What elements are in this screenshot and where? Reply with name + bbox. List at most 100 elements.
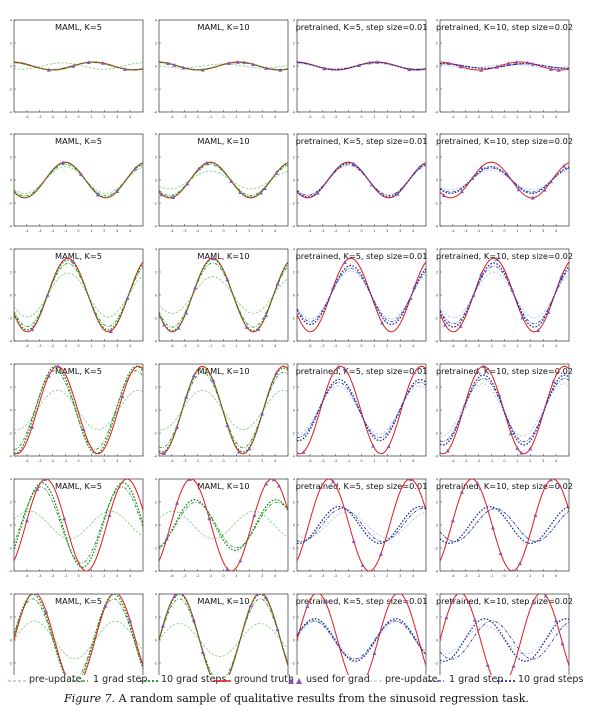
panel-title: MAML, K=5	[55, 366, 102, 376]
point-used-for-grad	[162, 451, 167, 455]
series-pre-update	[159, 276, 288, 314]
y-tick-label: 0	[436, 64, 439, 68]
point-used-for-grad	[204, 160, 209, 165]
x-tick-label: -4	[451, 115, 455, 119]
x-tick-label: -4	[308, 459, 312, 463]
plot-area	[297, 364, 426, 455]
panel-frame	[296, 593, 427, 675]
x-tick-label: -1	[209, 459, 213, 463]
point-used-for-grad	[133, 166, 138, 171]
point-used-for-grad	[395, 594, 400, 595]
y-tick-label: -4	[434, 454, 438, 458]
panel-frame	[296, 478, 427, 572]
y-tick-label: 0	[10, 408, 13, 412]
point-used-for-grad	[184, 310, 189, 315]
y-tick-label: 0	[293, 178, 296, 182]
figure-caption: Figure 7. A random sample of qualitative…	[0, 692, 593, 705]
point-used-for-grad	[271, 479, 276, 482]
point-used-for-grad	[252, 513, 257, 517]
x-tick-label: -2	[51, 459, 55, 463]
point-used-for-grad	[30, 425, 35, 429]
point-used-for-grad	[490, 525, 495, 530]
series-1-grad-step	[14, 598, 143, 675]
legend-item-ground-truth: ground truth	[213, 674, 295, 685]
x-tick-label: -2	[196, 115, 200, 119]
y-tick-label: 0	[155, 64, 158, 68]
x-tick-label: 4	[274, 459, 277, 463]
x-tick-label: -3	[183, 459, 187, 463]
x-tick-label: 4	[274, 229, 277, 233]
x-tick-label: -4	[170, 459, 174, 463]
y-tick-label: -4	[8, 454, 12, 458]
point-used-for-grad	[260, 411, 265, 416]
series-10-grad-steps	[297, 618, 426, 662]
plot-area	[159, 365, 288, 455]
point-used-for-grad	[511, 663, 516, 668]
point-used-for-grad	[536, 328, 541, 333]
point-used-for-grad	[238, 190, 243, 195]
point-used-for-grad	[520, 315, 525, 320]
series-10-grad-steps	[440, 374, 569, 446]
point-used-for-grad	[172, 62, 177, 67]
x-tick-label: 3	[261, 574, 263, 578]
x-tick-label: -3	[183, 115, 187, 119]
point-used-for-grad	[175, 500, 180, 505]
x-tick-label: -3	[464, 115, 468, 119]
point-used-for-grad	[33, 594, 38, 596]
x-tick-label: -3	[464, 344, 468, 348]
x-tick-label: -4	[451, 229, 455, 233]
y-tick-label: -2	[291, 316, 295, 320]
point-used-for-grad	[336, 364, 341, 369]
point-used-for-grad	[185, 181, 190, 186]
x-tick-label: 3	[261, 115, 263, 119]
x-tick-label: 4	[555, 459, 558, 463]
series-ground-truth	[14, 594, 143, 675]
series-pre-update	[159, 623, 288, 657]
point-used-for-grad	[159, 192, 164, 197]
point-used-for-grad	[176, 325, 181, 330]
point-used-for-grad	[530, 195, 535, 200]
legend-item-10-grad-steps-pretrained: 10 grad steps	[497, 674, 584, 685]
point-used-for-grad	[530, 600, 535, 605]
point-used-for-grad	[444, 615, 449, 620]
x-tick-label: 3	[399, 459, 401, 463]
y-tick-label: 4	[155, 18, 158, 22]
x-tick-label: -1	[347, 574, 351, 578]
series-10-grad-steps	[440, 618, 569, 662]
series-10-grad-steps	[297, 264, 426, 326]
y-tick-label: 0	[293, 293, 296, 297]
plot-area	[440, 60, 569, 72]
y-tick-label: -2	[434, 201, 438, 205]
point-used-for-grad	[191, 373, 196, 378]
x-tick-label: 2	[386, 574, 388, 578]
point-used-for-grad	[187, 479, 192, 481]
y-tick-label: 0	[10, 638, 13, 642]
series-10-grad-steps	[159, 162, 288, 198]
x-tick-label: 0	[77, 229, 80, 233]
panel-frame	[158, 478, 289, 572]
x-tick-label: -2	[334, 229, 338, 233]
point-used-for-grad	[264, 595, 269, 600]
panel-title: pretrained, K=5, step size=0.01	[296, 22, 428, 32]
y-tick-label: 0	[155, 293, 158, 297]
y-tick-label: -2	[8, 201, 12, 205]
x-tick-label: -4	[170, 574, 174, 578]
x-tick-label: -1	[490, 229, 494, 233]
point-used-for-grad	[166, 61, 171, 66]
point-used-for-grad	[175, 425, 180, 429]
point-used-for-grad	[71, 259, 76, 264]
x-tick-label: -4	[25, 344, 29, 348]
y-tick-label: -2	[153, 431, 157, 435]
x-tick-label: -2	[51, 574, 55, 578]
y-tick-label: 4	[436, 592, 439, 596]
series-1-grad-step	[14, 370, 143, 450]
x-tick-label: 0	[360, 459, 363, 463]
series-ground-truth	[297, 594, 426, 675]
y-tick-label: -4	[291, 569, 295, 573]
panel-title: MAML, K=10	[197, 251, 249, 261]
point-used-for-grad	[441, 193, 446, 198]
x-tick-label: -2	[196, 459, 200, 463]
